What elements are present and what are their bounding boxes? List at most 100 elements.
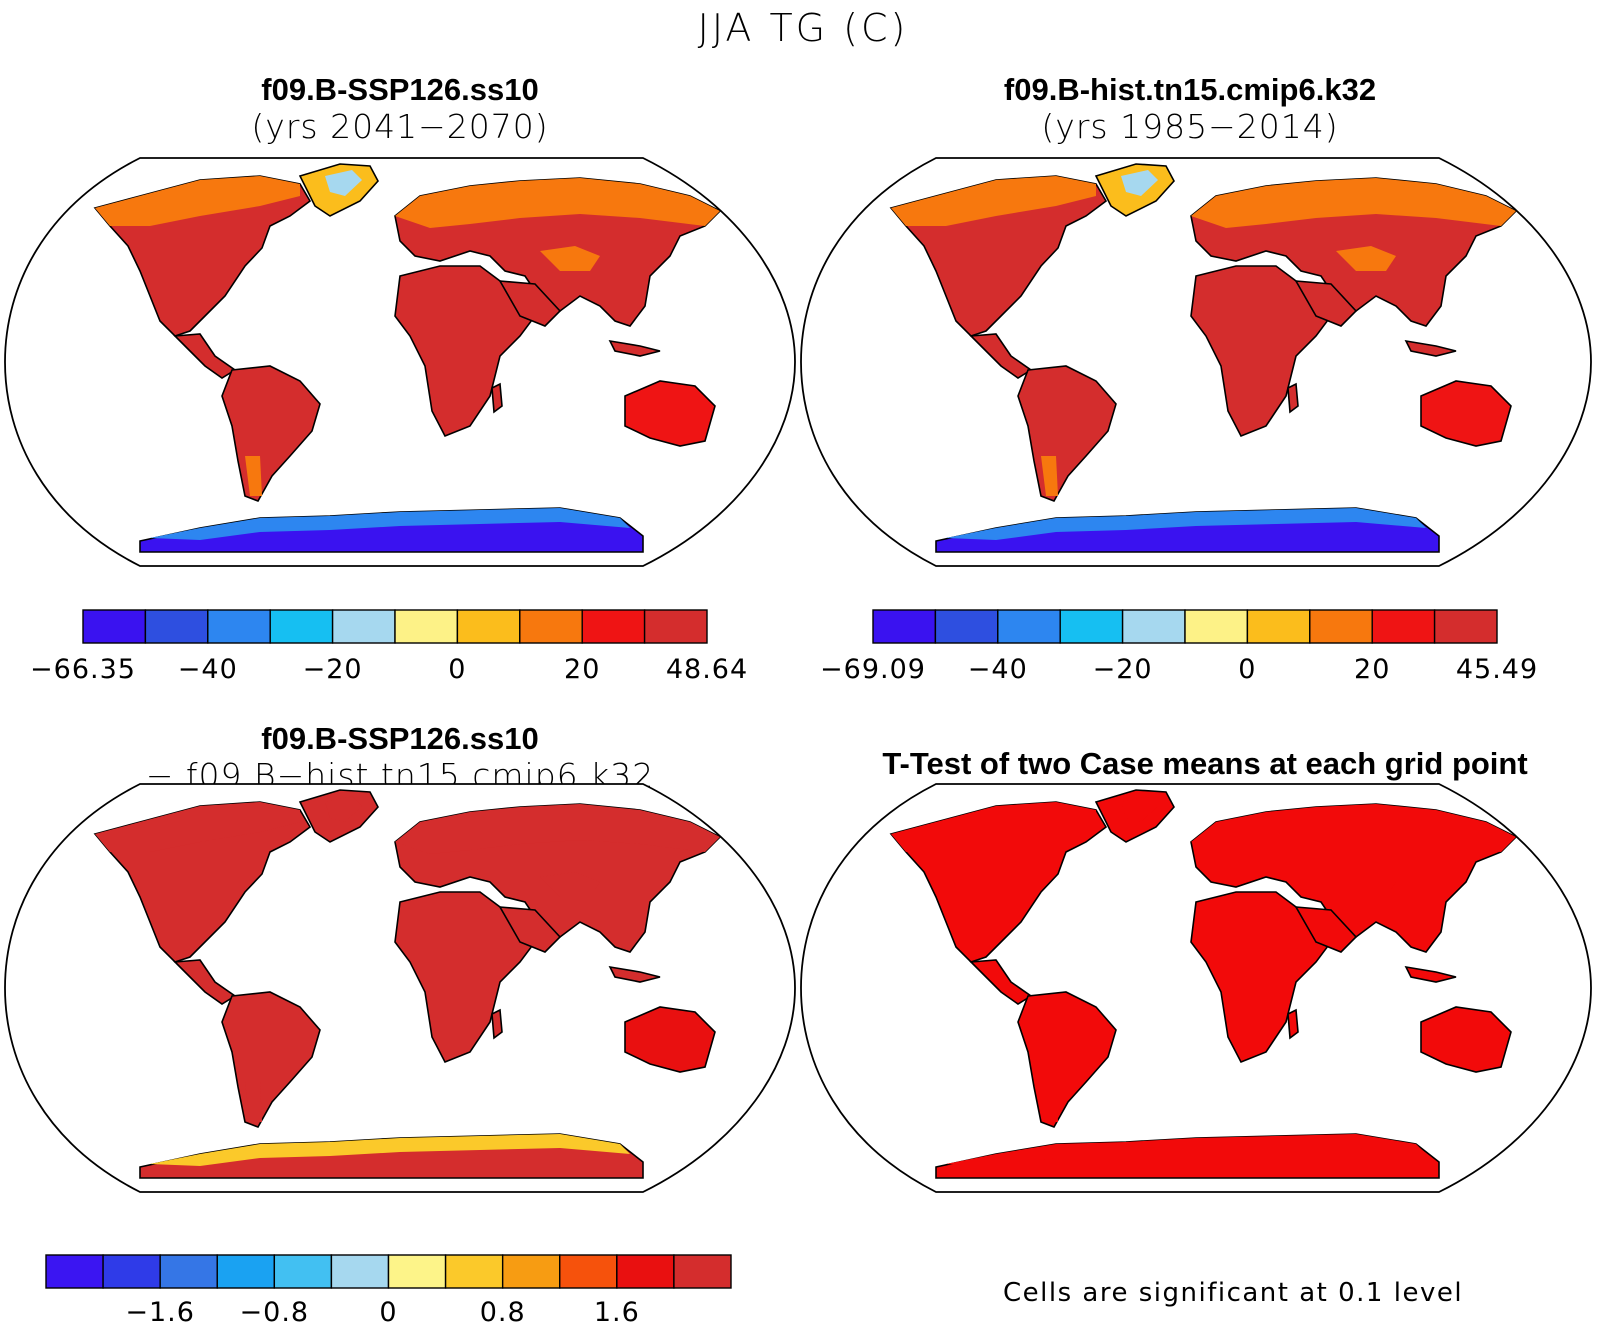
- band-eurasia-north: [1191, 804, 1516, 854]
- landmass-indonesia: [1404, 339, 1457, 357]
- colorbar-box: [1433, 609, 1498, 644]
- landmass-africa: [394, 891, 537, 1064]
- map-frame: [800, 157, 1592, 567]
- colorbar-box: [269, 609, 334, 644]
- band-tibet: [540, 872, 600, 897]
- colorbar-box: [501, 1254, 561, 1289]
- band-greenland-icecap: [325, 796, 362, 822]
- band-eurasia-north: [1191, 178, 1516, 228]
- landmass-australia: [1420, 380, 1512, 447]
- colorbar-box: [216, 1254, 276, 1289]
- band-north-america-north: [95, 176, 300, 226]
- colorbar-box: [673, 1254, 732, 1289]
- band-eurasia-north: [395, 178, 720, 228]
- colorbar-box: [273, 1254, 333, 1289]
- colorbar-tick-label: 20: [1354, 654, 1390, 685]
- landmass-centralAmerica: [969, 333, 1033, 379]
- band-greenland-icecap: [1121, 796, 1158, 822]
- colorbar-box: [519, 609, 583, 644]
- landmass-centralAmerica: [173, 333, 237, 379]
- landmass-australia: [624, 1006, 716, 1073]
- colorbar-box: [82, 609, 147, 644]
- significance-note: Cells are significant at 0.1 level: [1003, 1278, 1464, 1308]
- colorbar-tick-label: −20: [1093, 654, 1153, 685]
- landmass-indonesia: [608, 965, 661, 983]
- map-frame: [4, 783, 796, 1193]
- map-frame: [800, 783, 1592, 1193]
- panel-ssp126-years: (yrs 2041−2070): [251, 106, 549, 146]
- landmass-madagascar: [491, 382, 503, 414]
- map-panel-ttest: [800, 783, 1592, 1193]
- colorbar-box: [643, 609, 708, 644]
- panel-ssp126-title: f09.B-SSP126.ss10 (yrs 2041−2070): [150, 72, 650, 146]
- landmass-arabia: [1294, 906, 1358, 953]
- landmass-indonesia: [608, 339, 661, 357]
- band-antarctic-coast: [946, 508, 1426, 540]
- band-tibet: [1336, 872, 1396, 897]
- colorbar-box: [207, 609, 271, 644]
- colorbar-tick-label: 0: [448, 654, 466, 685]
- colorbar-box: [394, 609, 459, 644]
- colorbar-tick-label: 0: [1238, 654, 1256, 685]
- map-panel-hist: [800, 157, 1592, 567]
- band-andes: [245, 1082, 262, 1122]
- colorbar-box: [144, 609, 209, 644]
- landmass-africa: [1190, 265, 1333, 438]
- colorbar-tick-label: −1.6: [125, 1297, 195, 1323]
- colorbar-box: [872, 609, 937, 644]
- band-andes: [1041, 1082, 1058, 1122]
- band-eurasia-north: [395, 804, 720, 854]
- colorbar-box: [1309, 609, 1373, 644]
- colorbar-tick-label: 0: [379, 1297, 397, 1323]
- band-antarctic-coast: [946, 1134, 1426, 1166]
- colorbar-box: [444, 1254, 504, 1289]
- band-tibet: [540, 246, 600, 271]
- colorbar-tick-label: −40: [178, 654, 238, 685]
- landmass-australia: [1420, 1006, 1512, 1073]
- colorbar-tick-label: 48.64: [666, 654, 748, 685]
- colorbar-ssp126: −66.35 −40 −20 0 20 48.64: [30, 609, 748, 685]
- colorbar-box: [159, 1254, 218, 1289]
- band-andes: [245, 456, 262, 496]
- band-greenland-icecap: [1121, 170, 1158, 196]
- colorbar-tick-label: −20: [303, 654, 363, 685]
- colorbar-tick-label: 45.49: [1456, 654, 1538, 685]
- figure-title: JJA TG (C): [697, 6, 909, 50]
- colorbar-hist: −69.09 −40 −20 0 20 45.49: [820, 609, 1538, 685]
- colorbar-tick-label: −0.8: [240, 1297, 310, 1323]
- colorbar-tick-label: −66.35: [30, 654, 136, 685]
- colorbar-tick-label: 1.6: [594, 1297, 640, 1323]
- band-andes: [1041, 456, 1058, 496]
- colorbar-box: [1121, 609, 1186, 644]
- colorbar-tick-label: −69.09: [820, 654, 926, 685]
- colorbar-diff: −1.6 −0.8 0 0.8 1.6: [45, 1254, 732, 1323]
- colorbar-box: [559, 1254, 618, 1289]
- colorbar-box: [997, 609, 1061, 644]
- colorbar-box: [1184, 609, 1249, 644]
- landmass-indonesia: [1404, 965, 1457, 983]
- colorbar-box: [581, 609, 646, 644]
- colorbar-box: [102, 1254, 161, 1289]
- panel-ssp126-case-name: f09.B-SSP126.ss10: [261, 72, 539, 107]
- landmass-africa: [1190, 891, 1333, 1064]
- panel-hist-years: (yrs 1985−2014): [1041, 106, 1339, 146]
- map-frame: [4, 157, 796, 567]
- panel-hist-title: f09.B-hist.tn15.cmip6.k32 (yrs 1985−2014…: [930, 72, 1450, 146]
- colorbar-box: [934, 609, 999, 644]
- band-north-america-north: [891, 176, 1096, 226]
- band-north-america-north: [891, 802, 1096, 852]
- panel-hist-case-name: f09.B-hist.tn15.cmip6.k32: [1003, 72, 1377, 107]
- landmass-madagascar: [491, 1008, 503, 1040]
- landmass-centralAmerica: [173, 959, 237, 1005]
- colorbar-box: [1059, 609, 1124, 644]
- landmass-madagascar: [1287, 1008, 1299, 1040]
- band-north-america-north: [95, 802, 300, 852]
- map-panel-ssp126: [4, 157, 796, 567]
- landmass-arabia: [498, 280, 562, 327]
- panel-ttest-title: T-Test of two Case means at each grid po…: [830, 746, 1580, 782]
- colorbar-tick-label: 20: [564, 654, 600, 685]
- colorbar-box: [387, 1254, 447, 1289]
- landmass-arabia: [498, 906, 562, 953]
- band-antarctic-coast: [150, 1134, 630, 1166]
- landmass-centralAmerica: [969, 959, 1033, 1005]
